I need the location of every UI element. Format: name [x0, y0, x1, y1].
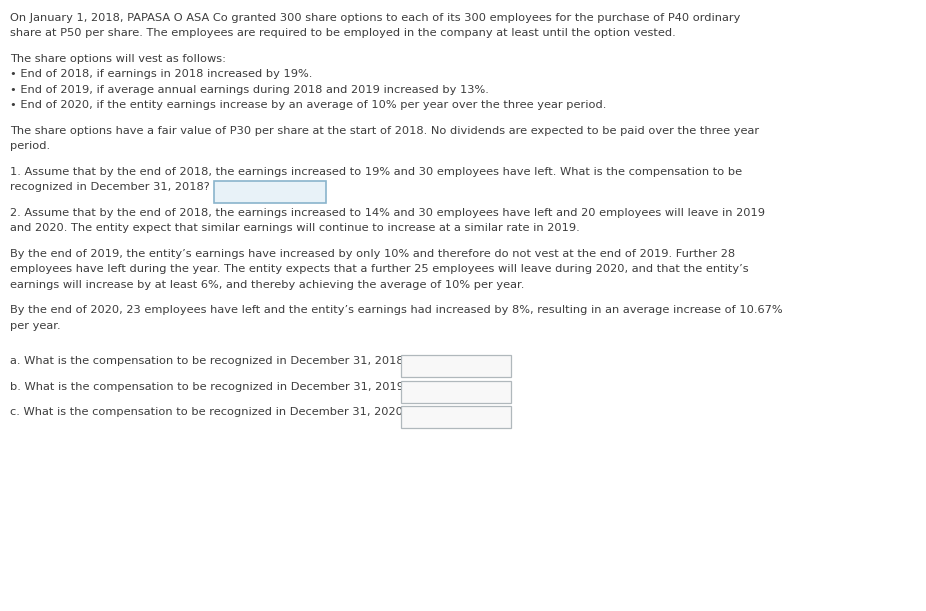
FancyBboxPatch shape — [401, 381, 511, 403]
Text: 1. Assume that by the end of 2018, the earnings increased to 19% and 30 employee: 1. Assume that by the end of 2018, the e… — [10, 167, 742, 177]
Text: b. What is the compensation to be recognized in December 31, 2019?: b. What is the compensation to be recogn… — [10, 382, 410, 392]
Text: By the end of 2019, the entity’s earnings have increased by only 10% and therefo: By the end of 2019, the entity’s earning… — [10, 249, 735, 258]
Text: per year.: per year. — [10, 321, 60, 331]
Text: • End of 2020, if the entity earnings increase by an average of 10% per year ove: • End of 2020, if the entity earnings in… — [10, 100, 607, 110]
Text: 2. Assume that by the end of 2018, the earnings increased to 14% and 30 employee: 2. Assume that by the end of 2018, the e… — [10, 208, 765, 218]
Text: earnings will increase by at least 6%, and thereby achieving the average of 10% : earnings will increase by at least 6%, a… — [10, 280, 524, 290]
Text: By the end of 2020, 23 employees have left and the entity’s earnings had increas: By the end of 2020, 23 employees have le… — [10, 305, 782, 315]
Text: period.: period. — [10, 141, 50, 151]
Text: employees have left during the year. The entity expects that a further 25 employ: employees have left during the year. The… — [10, 264, 748, 274]
FancyBboxPatch shape — [401, 355, 511, 377]
Text: c. What is the compensation to be recognized in December 31, 2020?: c. What is the compensation to be recogn… — [10, 407, 409, 417]
Text: recognized in December 31, 2018?: recognized in December 31, 2018? — [10, 182, 210, 192]
Text: The share options have a fair value of P30 per share at the start of 2018. No di: The share options have a fair value of P… — [10, 126, 759, 136]
Text: a. What is the compensation to be recognized in December 31, 2018?: a. What is the compensation to be recogn… — [10, 356, 409, 366]
Text: share at P50 per share. The employees are required to be employed in the company: share at P50 per share. The employees ar… — [10, 28, 676, 38]
FancyBboxPatch shape — [214, 181, 326, 203]
Text: The share options will vest as follows:: The share options will vest as follows: — [10, 54, 226, 64]
FancyBboxPatch shape — [401, 406, 511, 428]
Text: • End of 2019, if average annual earnings during 2018 and 2019 increased by 13%.: • End of 2019, if average annual earning… — [10, 85, 489, 95]
Text: • End of 2018, if earnings in 2018 increased by 19%.: • End of 2018, if earnings in 2018 incre… — [10, 69, 312, 79]
Text: and 2020. The entity expect that similar earnings will continue to increase at a: and 2020. The entity expect that similar… — [10, 223, 580, 233]
Text: On January 1, 2018, PAPASA O ASA Co granted 300 share options to each of its 300: On January 1, 2018, PAPASA O ASA Co gran… — [10, 13, 741, 23]
